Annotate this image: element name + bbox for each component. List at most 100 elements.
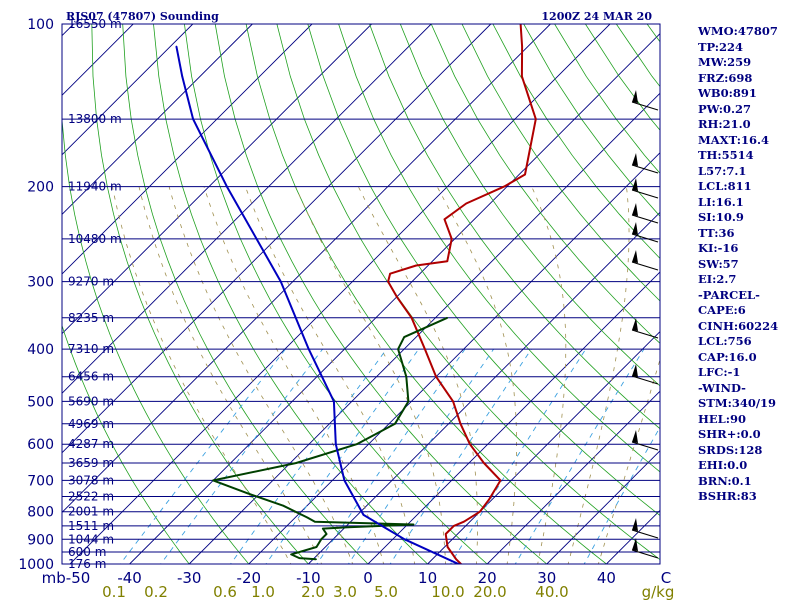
- temperature-point: [488, 498, 490, 501]
- pressure-tick-label: 300: [27, 275, 54, 291]
- pressure-tick-label: 900: [27, 532, 54, 548]
- temperature-point: [446, 546, 449, 548]
- isotherm: [62, 24, 313, 275]
- isotherm: [62, 24, 253, 216]
- wind-barb-staff: [631, 549, 659, 559]
- index-item: CAP:16.0: [698, 349, 757, 364]
- isotherm: [546, 450, 660, 564]
- index-item: L57:7.1: [698, 163, 747, 178]
- isotherm: [248, 152, 660, 564]
- index-item: WMO:47807: [698, 24, 778, 38]
- temperature-point: [479, 510, 481, 513]
- parcel-point: [175, 45, 178, 48]
- dry-adiabat: [214, 24, 548, 564]
- index-item: MAXT:16.4: [698, 132, 769, 147]
- index-item: EI:2.7: [698, 272, 737, 286]
- index-item: -PARCEL-: [698, 287, 760, 302]
- height-label: 11940 m: [68, 180, 122, 194]
- moist-adiabat: [357, 186, 478, 564]
- mixing-ratio-line: [389, 348, 532, 564]
- mixing-ratio-label: 10.0: [431, 583, 464, 600]
- dewpoint-point: [247, 492, 249, 495]
- parcel-point: [280, 280, 282, 283]
- temperature-point: [444, 533, 447, 535]
- moist-adiabat: [295, 186, 447, 564]
- dewpoint-point: [298, 557, 301, 559]
- index-item: LCL:811: [698, 179, 752, 193]
- isotherm: [427, 330, 660, 564]
- isobars: [62, 23, 660, 565]
- height-label: 4287 m: [68, 437, 114, 451]
- dewpoint-point: [282, 504, 285, 507]
- wind-barb-pennant: [632, 153, 638, 166]
- dry-adiabat: [276, 24, 660, 561]
- temperature-tick-label: 20: [478, 569, 497, 587]
- index-item: WB0:891: [698, 86, 757, 100]
- parcel-point: [226, 185, 228, 188]
- moist-adiabat: [436, 186, 517, 564]
- mixing-ratio-line: [160, 348, 323, 564]
- isotherm: [62, 24, 492, 454]
- parcel-line: [175, 46, 461, 564]
- index-item: MW:259: [698, 55, 752, 69]
- dry-adiabat: [184, 24, 488, 564]
- temperature-line: [387, 24, 537, 564]
- dry-adiabat: [122, 24, 369, 564]
- height-label: 2522 m: [68, 490, 114, 504]
- temperature-point: [455, 558, 458, 561]
- wind-barb-pennant: [632, 203, 638, 216]
- pressure-tick-label: 700: [27, 473, 54, 489]
- parcel-point: [335, 443, 337, 446]
- wind-barb-staff: [631, 529, 659, 539]
- mixing-ratio-label: 5.0: [374, 583, 398, 600]
- dewpoint-point: [212, 479, 214, 482]
- index-item: LFC:-1: [698, 365, 741, 379]
- temperature-point: [483, 462, 485, 464]
- mixing-ratio-line: [514, 348, 645, 564]
- moist-adiabat: [168, 186, 354, 564]
- temperature-point: [415, 264, 418, 267]
- wind-barb-pennant: [632, 178, 638, 191]
- temperature-point: [410, 317, 413, 319]
- wind-barb-staff: [631, 164, 659, 174]
- pressure-tick-label: 1000: [18, 557, 54, 573]
- wind-barb-pennant: [632, 222, 638, 235]
- height-label: 8235 m: [68, 311, 114, 325]
- height-label: 3078 m: [68, 473, 114, 487]
- dewpoint-point: [320, 538, 323, 541]
- moist-adiabat: [112, 186, 292, 564]
- mixing-ratio-label: 0.1: [102, 583, 126, 600]
- index-item: TH:5514: [698, 148, 754, 162]
- temperature-point: [387, 280, 389, 283]
- mixing-ratio-label: 20.0: [473, 583, 506, 600]
- parcel-point: [362, 514, 365, 516]
- index-item: -WIND-: [698, 380, 746, 395]
- index-item: BSHR:83: [698, 489, 757, 503]
- dewpoint-point: [315, 546, 318, 548]
- index-item: PW:0.27: [698, 101, 752, 116]
- index-item: TP:224: [698, 39, 744, 54]
- index-item: CAPE:6: [698, 303, 746, 317]
- isotherm: [62, 24, 551, 514]
- parcel-point: [192, 118, 194, 120]
- wind-barb-pennant: [632, 250, 638, 263]
- temperature-point: [469, 443, 471, 446]
- index-item: HEL:90: [698, 411, 746, 426]
- isotherm: [367, 271, 660, 564]
- mixing-ratio-label: 40.0: [535, 583, 568, 600]
- parcel-point: [307, 348, 310, 350]
- dewpoint-point: [306, 516, 309, 519]
- moist-adiabat: [531, 186, 567, 564]
- wind-barb-staff: [631, 214, 659, 224]
- temperature-point: [535, 118, 537, 120]
- height-labels: 16550 m 13800 m 11940 m 10480 m 9270 m 8235 m…: [68, 17, 122, 571]
- index-item: FRZ:698: [698, 70, 753, 85]
- title-left: RJS07 (47807) Sounding: [66, 10, 219, 23]
- temperature-tick-label: -20: [237, 569, 262, 587]
- dry-adiabat: [338, 24, 660, 473]
- isotherm: [308, 211, 660, 564]
- dry-adiabat: [430, 24, 660, 344]
- dewpoint-point: [347, 526, 349, 529]
- height-label: 4969 m: [68, 417, 114, 431]
- temperature-tick-label: -10: [296, 569, 321, 587]
